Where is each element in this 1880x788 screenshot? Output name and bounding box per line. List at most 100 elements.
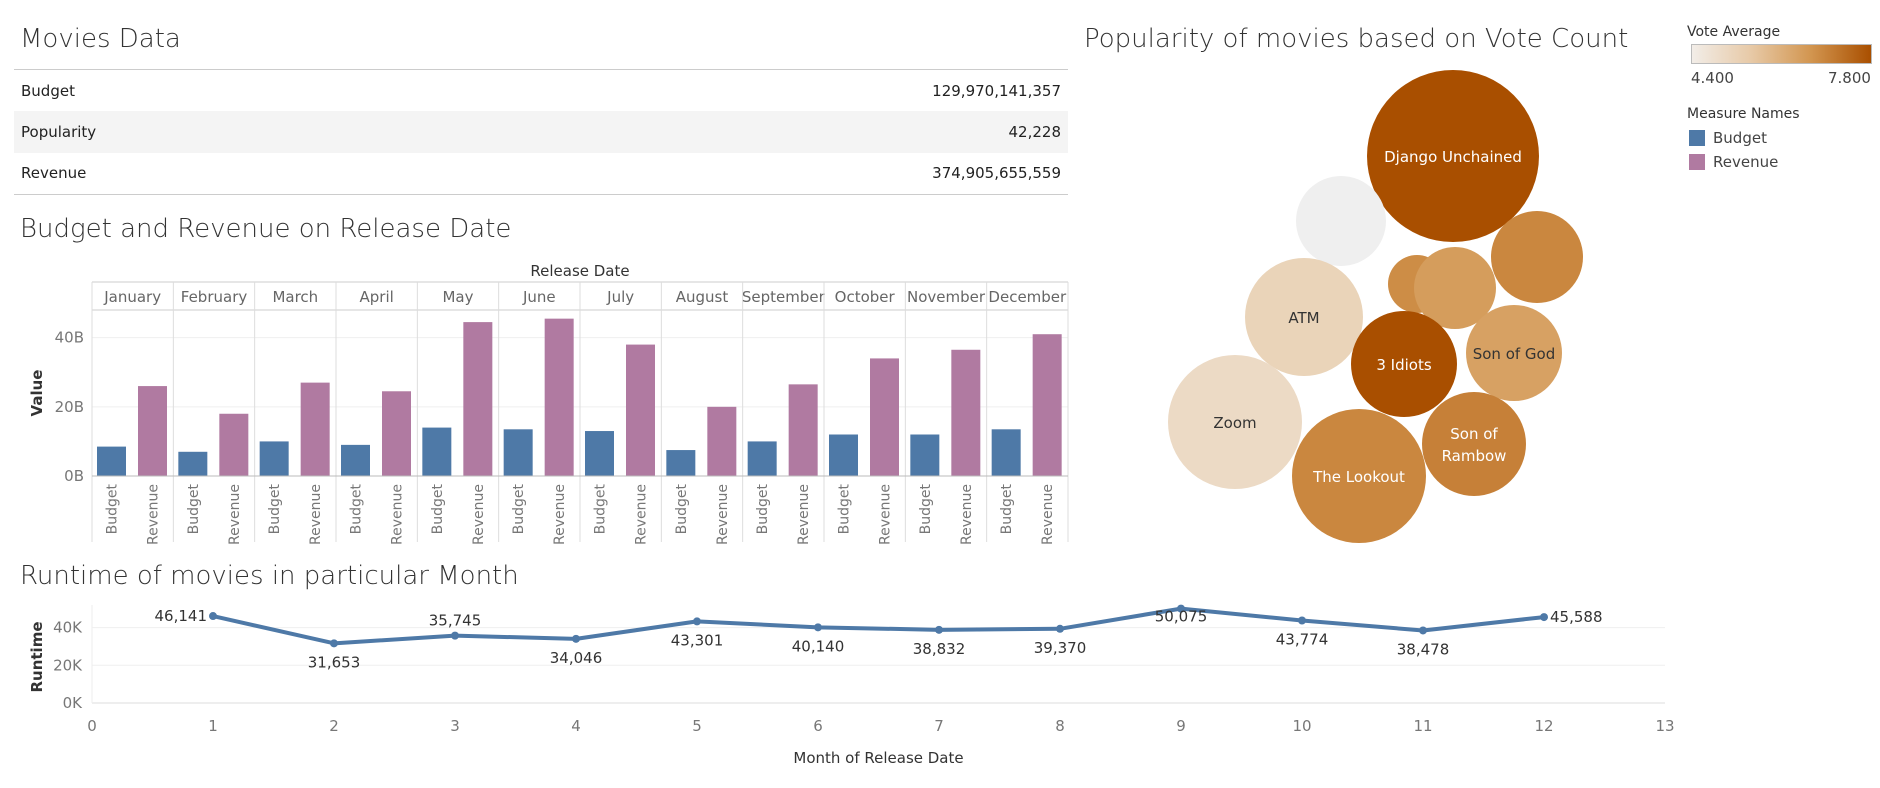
runtime-point: [814, 623, 822, 632]
x-tick-label: 7: [934, 717, 944, 735]
runtime-point: [330, 639, 338, 648]
movie-bubble: [1414, 247, 1496, 329]
month-header: January: [103, 288, 161, 306]
data-label: 43,774: [1276, 631, 1329, 649]
measure-axis-label: Budget: [674, 483, 690, 534]
month-header: May: [442, 288, 473, 306]
y-tick-label: 0B: [64, 467, 84, 485]
budget-bar: [259, 441, 289, 476]
vote-max-label: 7.800: [1828, 69, 1871, 87]
bubble-chart-title: Popularity of movies based on Vote Count: [1084, 24, 1629, 54]
movie-bubble: [1466, 305, 1562, 401]
y-tick-label: 20K: [53, 656, 83, 674]
revenue-bar: [463, 322, 493, 476]
runtime-point: [693, 617, 701, 626]
revenue-bar: [870, 358, 899, 476]
revenue-bar: [138, 386, 167, 476]
x-tick-label: 11: [1413, 717, 1432, 735]
data-label: 43,301: [671, 631, 724, 649]
revenue-bar: [1032, 334, 1062, 476]
kpi-value: 374,905,655,559: [932, 164, 1061, 183]
budget-bar: [178, 451, 208, 476]
month-header: July: [606, 288, 634, 306]
revenue-bar: [382, 391, 411, 476]
runtime-point: [209, 612, 217, 621]
kpi-row-revenue[interactable]: Revenue 374,905,655,559: [14, 153, 1068, 194]
popularity-bubble-chart: Django Unchained ATM 3 Idiots Son of God Zoo…: [1168, 70, 1583, 543]
kpi-title: Movies Data: [20, 24, 181, 54]
revenue-bar: [707, 406, 737, 476]
runtime-point: [1177, 604, 1185, 613]
bubble-label: Son of: [1450, 425, 1498, 443]
bar-chart-title: Budget and Revenue on Release Date: [20, 214, 512, 244]
release-date-header: Release Date: [530, 262, 629, 280]
revenue-swatch: [1689, 154, 1705, 170]
measure-axis-label: Revenue: [146, 484, 162, 545]
y-tick-label: 40B: [55, 329, 84, 347]
budget-bar: [747, 441, 777, 476]
budget-bar: [666, 450, 696, 476]
x-tick-label: 1: [208, 717, 218, 735]
kpi-row-budget[interactable]: Budget 129,970,141,357: [14, 70, 1068, 111]
runtime-point: [1540, 613, 1548, 622]
measure-axis-label: Budget: [186, 483, 202, 534]
measure-axis-label: Budget: [593, 483, 609, 534]
movie-bubble: [1351, 311, 1457, 417]
measure-axis-label: Revenue: [959, 484, 975, 545]
x-tick-label: 12: [1534, 717, 1553, 735]
measure-legend-title: Measure Names: [1687, 106, 1800, 122]
movie-bubble: [1296, 176, 1386, 266]
measure-axis-label: Revenue: [227, 484, 243, 545]
budget-bar: [585, 431, 614, 476]
runtime-point: [451, 631, 459, 640]
bubble-label: Zoom: [1213, 414, 1256, 432]
legend-item-budget[interactable]: Budget: [1689, 129, 1767, 147]
month-header: March: [272, 288, 318, 306]
data-label: 45,588: [1550, 608, 1603, 626]
vote-gradient-bar: [1691, 44, 1872, 64]
budget-revenue-bar-chart: Release Date 0B 20B 40B Value January Budget Re…: [28, 262, 1069, 545]
y-axis-label: Value: [28, 370, 46, 417]
x-tick-label: 13: [1655, 717, 1674, 735]
month-header: June: [522, 288, 556, 306]
revenue-bar: [219, 413, 249, 476]
runtime-point: [935, 625, 943, 634]
budget-bar: [829, 434, 858, 476]
month-header: December: [988, 288, 1067, 306]
line-chart-title: Runtime of movies in particular Month: [20, 561, 519, 591]
x-tick-label: 0: [87, 717, 97, 735]
measure-axis-label: Revenue: [634, 484, 650, 545]
budget-bar: [97, 446, 126, 476]
bubble-label: Django Unchained: [1384, 148, 1522, 166]
y-axis-label: Runtime: [28, 621, 46, 692]
measure-axis-label: Budget: [105, 483, 121, 534]
revenue-bar: [300, 382, 330, 476]
revenue-bar: [626, 344, 655, 476]
legend-item-revenue[interactable]: Revenue: [1689, 153, 1778, 171]
runtime-point: [1056, 624, 1064, 633]
revenue-bar: [951, 349, 981, 476]
data-label: 34,046: [550, 649, 603, 667]
movie-bubble: [1491, 211, 1583, 303]
month-header: September: [742, 288, 826, 306]
bubble-label: Rambow: [1442, 447, 1507, 465]
measure-axis-label: Budget: [349, 483, 365, 534]
x-tick-label: 2: [329, 717, 339, 735]
kpi-label: Popularity: [21, 122, 97, 141]
measure-axis-label: Budget: [999, 483, 1015, 534]
measure-axis-label: Revenue: [471, 484, 487, 545]
vote-legend-title: Vote Average: [1687, 24, 1781, 40]
x-tick-label: 8: [1055, 717, 1065, 735]
x-tick-label: 5: [692, 717, 702, 735]
x-tick-label: 6: [813, 717, 823, 735]
legend-label: Budget: [1713, 129, 1767, 147]
movie-bubble: [1367, 70, 1539, 242]
measure-axis-label: Budget: [755, 483, 771, 534]
movie-bubble: [1292, 409, 1426, 543]
bubble-label: 3 Idiots: [1376, 356, 1431, 374]
kpi-row-popularity[interactable]: Popularity 42,228: [14, 111, 1068, 153]
month-header: February: [181, 288, 248, 306]
measure-axis-label: Revenue: [715, 484, 731, 545]
month-header: April: [360, 288, 394, 306]
